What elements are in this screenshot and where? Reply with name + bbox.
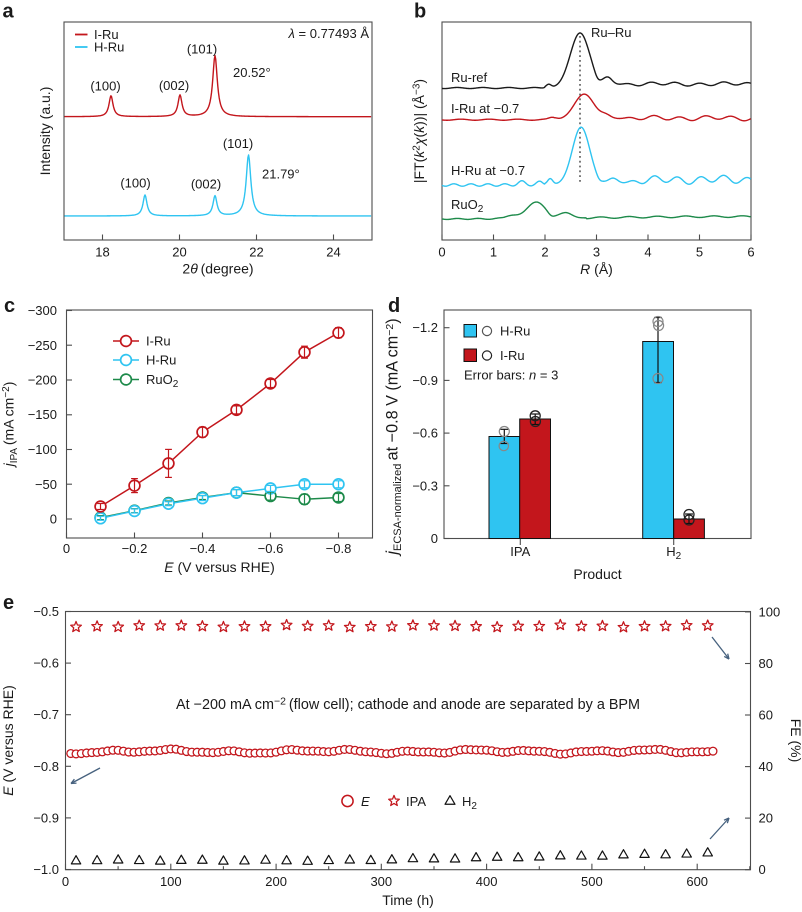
- svg-text:(100): (100): [120, 176, 150, 191]
- svg-text:−200: −200: [28, 373, 57, 388]
- svg-text:a: a: [3, 1, 15, 23]
- svg-text:500: 500: [581, 874, 603, 889]
- svg-text:(101): (101): [223, 136, 253, 151]
- svg-text:−0.6: −0.6: [412, 426, 438, 441]
- svg-text:H-Ru at −0.7: H-Ru at −0.7: [451, 163, 525, 178]
- svg-text:20: 20: [759, 811, 773, 826]
- svg-text:40: 40: [759, 759, 773, 774]
- svg-text:RuO2: RuO2: [146, 372, 179, 390]
- svg-text:100: 100: [160, 874, 182, 889]
- svg-text:−1.2: −1.2: [412, 320, 438, 335]
- svg-text:−100: −100: [28, 442, 57, 457]
- svg-text:20: 20: [172, 245, 186, 260]
- svg-text:300: 300: [370, 874, 392, 889]
- svg-text:At −200 mA cm−2 (flow cell); c: At −200 mA cm−2 (flow cell); cathode and…: [176, 696, 640, 714]
- svg-text:b: b: [414, 1, 426, 23]
- svg-text:E (V versus RHE): E (V versus RHE): [164, 559, 274, 575]
- svg-text:600: 600: [686, 874, 708, 889]
- svg-text:0: 0: [63, 541, 70, 556]
- svg-text:400: 400: [476, 874, 498, 889]
- svg-text:−0.2: −0.2: [122, 541, 148, 556]
- svg-text:4: 4: [644, 245, 651, 260]
- svg-text:FE (%): FE (%): [788, 719, 802, 763]
- svg-text:IPA: IPA: [406, 794, 426, 809]
- svg-text:H-Ru: H-Ru: [94, 40, 124, 55]
- svg-text:jECSA-normalized at −0.8 V (mA: jECSA-normalized at −0.8 V (mA cm−2): [384, 318, 405, 556]
- svg-text:−0.8: −0.8: [33, 759, 59, 774]
- svg-text:R (Å): R (Å): [580, 261, 613, 277]
- svg-text:H-Ru: H-Ru: [500, 324, 530, 339]
- svg-text:18: 18: [95, 245, 109, 260]
- svg-text:−0.4: −0.4: [190, 541, 216, 556]
- svg-text:−0.8: −0.8: [326, 541, 352, 556]
- svg-text:RuO2: RuO2: [451, 197, 484, 215]
- svg-text:3: 3: [593, 245, 600, 260]
- svg-text:Ru–Ru: Ru–Ru: [591, 25, 631, 40]
- svg-text:λ = 0.77493 Å: λ = 0.77493 Å: [288, 26, 370, 41]
- svg-text:I-Ru: I-Ru: [94, 27, 119, 42]
- svg-text:−250: −250: [28, 338, 57, 353]
- svg-text:e: e: [3, 592, 14, 614]
- svg-text:−0.3: −0.3: [412, 478, 438, 493]
- svg-text:−50: −50: [35, 477, 57, 492]
- svg-text:d: d: [388, 295, 400, 317]
- svg-text:24: 24: [326, 245, 340, 260]
- svg-text:2: 2: [541, 245, 548, 260]
- svg-text:E: E: [361, 794, 370, 809]
- svg-text:Error bars: n = 3: Error bars: n = 3: [464, 368, 558, 383]
- svg-text:Time (h): Time (h): [382, 892, 434, 908]
- svg-text:60: 60: [759, 708, 773, 723]
- svg-text:200: 200: [265, 874, 287, 889]
- svg-text:−0.7: −0.7: [33, 707, 59, 722]
- svg-text:0: 0: [62, 874, 69, 889]
- svg-text:(002): (002): [159, 78, 189, 93]
- svg-text:0: 0: [431, 531, 438, 546]
- svg-text:−300: −300: [28, 303, 57, 318]
- svg-text:6: 6: [747, 245, 754, 260]
- svg-text:22: 22: [249, 245, 263, 260]
- svg-text:80: 80: [759, 656, 773, 671]
- svg-text:H2: H2: [666, 544, 681, 562]
- svg-text:0: 0: [759, 862, 766, 877]
- svg-text:(100): (100): [90, 79, 120, 94]
- svg-text:H-Ru: H-Ru: [146, 353, 176, 368]
- svg-text:(002): (002): [191, 177, 221, 192]
- svg-text:IPA: IPA: [510, 544, 530, 559]
- svg-text:Product: Product: [573, 566, 621, 582]
- svg-text:−0.6: −0.6: [258, 541, 284, 556]
- svg-text:|FT(k2χ(k))| (Å−3): |FT(k2χ(k))| (Å−3): [411, 79, 427, 183]
- svg-text:−0.5: −0.5: [33, 604, 59, 619]
- svg-text:1: 1: [490, 245, 497, 260]
- svg-text:5: 5: [696, 245, 703, 260]
- svg-text:2θ (degree): 2θ (degree): [182, 261, 253, 277]
- svg-text:−1.0: −1.0: [33, 862, 59, 877]
- svg-text:jIPA (mA cm−2): jIPA (mA cm−2): [1, 382, 21, 469]
- svg-text:−0.6: −0.6: [33, 656, 59, 671]
- svg-text:−0.9: −0.9: [412, 373, 438, 388]
- svg-text:(101): (101): [187, 42, 217, 57]
- svg-text:21.79°: 21.79°: [262, 167, 300, 182]
- svg-text:Ru-ref: Ru-ref: [451, 70, 488, 85]
- svg-text:c: c: [4, 295, 15, 317]
- svg-text:0: 0: [50, 512, 57, 527]
- svg-text:H2: H2: [462, 794, 477, 812]
- svg-text:I-Ru: I-Ru: [500, 348, 525, 363]
- svg-text:Intensity (a.u.): Intensity (a.u.): [37, 87, 53, 176]
- svg-text:−150: −150: [28, 407, 57, 422]
- svg-text:I-Ru at −0.7: I-Ru at −0.7: [451, 101, 519, 116]
- svg-text:E (V versus RHE): E (V versus RHE): [0, 685, 16, 795]
- svg-text:0: 0: [438, 245, 445, 260]
- svg-text:−0.9: −0.9: [33, 810, 59, 825]
- svg-text:I-Ru: I-Ru: [146, 334, 171, 349]
- svg-text:100: 100: [759, 604, 781, 619]
- svg-text:20.52°: 20.52°: [233, 65, 271, 80]
